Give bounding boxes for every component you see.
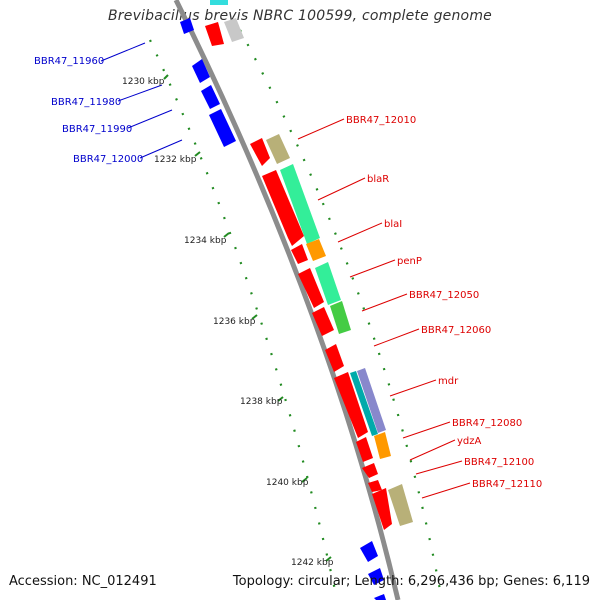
genome-stats-label: Topology: circular; Length: 6,296,436 bp… — [232, 574, 590, 589]
feature-bottom-blue-3 — [374, 594, 386, 600]
tick-label-1232: 1232 kbp — [154, 155, 197, 165]
gene-label-blai[interactable]: blaI — [384, 219, 402, 230]
tick-label-1242: 1242 kbp — [291, 558, 334, 568]
accession-label: Accession: NC_012491 — [9, 574, 157, 589]
gene-label-bbr47-12010[interactable]: BBR47_12010 — [346, 115, 416, 126]
gene-label-bbr47-12100[interactable]: BBR47_12100 — [464, 457, 534, 468]
tick-label-1234: 1234 kbp — [184, 236, 227, 246]
feature-bottom-blue-2 — [368, 568, 384, 585]
cog-mdr-purple — [357, 368, 386, 433]
gene-label-blar[interactable]: blaR — [367, 174, 389, 185]
cog-penp — [315, 262, 341, 305]
feature-bottom-blue-1 — [360, 541, 378, 562]
right-leader-lines — [297, 118, 471, 499]
gene-label-bbr47-12000[interactable]: BBR47_12000 — [73, 154, 143, 165]
gene-bbr47-12110-shape[interactable] — [372, 488, 392, 530]
gene-bbr47-12060-shape[interactable] — [325, 344, 344, 372]
gene-label-bbr47-11990[interactable]: BBR47_11990 — [62, 124, 132, 135]
gene-label-bbr47-12080[interactable]: BBR47_12080 — [452, 418, 522, 429]
cog-bbr47-12080 — [374, 432, 391, 459]
scale-tick-marks — [163, 74, 332, 562]
gene-label-mdr[interactable]: mdr — [438, 376, 459, 387]
feature-top-red — [205, 22, 224, 46]
gene-ydza-shape[interactable] — [362, 463, 378, 478]
gene-bbr47-11960-shape[interactable] — [192, 59, 210, 83]
genome-backbone — [173, 0, 401, 600]
gene-bbr47-11980-shape[interactable] — [201, 85, 220, 109]
cog-blar — [280, 164, 320, 244]
tick-label-1238: 1238 kbp — [240, 397, 283, 407]
cog-bbr47-12050 — [330, 301, 351, 334]
cog-bbr47-12010 — [266, 134, 290, 164]
left-leader-lines — [100, 42, 183, 159]
gene-bbr47-12080-shape[interactable] — [356, 437, 373, 462]
tick-label-1236: 1236 kbp — [213, 317, 256, 327]
gene-label-bbr47-12050[interactable]: BBR47_12050 — [409, 290, 479, 301]
gene-blar-shape[interactable] — [262, 170, 304, 246]
gene-bbr47-12010-shape[interactable] — [250, 138, 270, 166]
gene-label-penp[interactable]: penP — [397, 256, 422, 267]
tick-label-1230: 1230 kbp — [122, 77, 165, 87]
gene-label-bbr47-11960[interactable]: BBR47_11960 — [34, 56, 104, 67]
scale-track — [149, 39, 337, 591]
cog-blai — [306, 239, 326, 261]
gene-label-bbr47-12060[interactable]: BBR47_12060 — [421, 325, 491, 336]
gene-label-bbr47-12110[interactable]: BBR47_12110 — [472, 479, 542, 490]
cog-bbr47-12110 — [388, 484, 413, 526]
gene-bbr47-12050-shape[interactable] — [312, 307, 334, 336]
gene-blai-shape[interactable] — [291, 244, 308, 264]
feature-top-grey — [224, 18, 244, 42]
tick-label-1240: 1240 kbp — [266, 478, 309, 488]
gene-mdr-shape[interactable] — [334, 372, 368, 438]
gene-penp-shape[interactable] — [298, 268, 324, 308]
feature-top-blue — [180, 18, 194, 34]
feature-top-cyan — [210, 0, 228, 5]
genome-title: Brevibacillus brevis NBRC 100599, comple… — [108, 8, 492, 24]
cog-mdr-cyan — [350, 371, 378, 436]
gene-label-ydza[interactable]: ydzA — [457, 436, 482, 447]
gene-label-bbr47-11980[interactable]: BBR47_11980 — [51, 97, 121, 108]
gene-bbr47-11990-shape[interactable] — [209, 109, 236, 147]
gene-bbr47-12100-shape[interactable] — [368, 480, 382, 492]
